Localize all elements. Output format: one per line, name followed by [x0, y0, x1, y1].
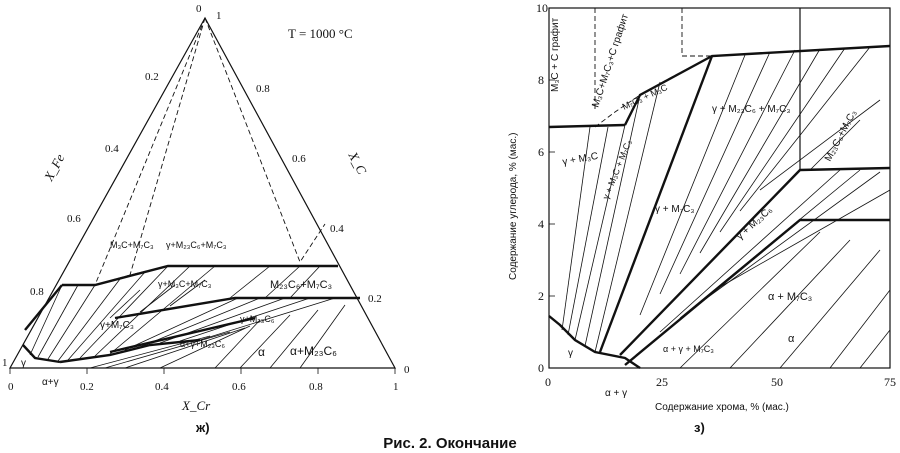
- bottom-axis-title: X_Cr: [181, 398, 211, 413]
- ternary-region-gamma-m3c-m7c3: γ+M₃C+M₇C₃: [158, 279, 212, 289]
- section-y-tick-2: 2: [538, 289, 544, 303]
- bottom-tick-0: 0.2: [80, 381, 94, 393]
- section-diagram: 10 8 6 4 2 0 0 25 50 75 Содержание хрома…: [508, 1, 896, 435]
- thick-boundary-bottom: [59, 338, 201, 364]
- dashed-boundary-left: [94, 17, 206, 286]
- ternary-panel-label: ж): [195, 420, 210, 435]
- section-region-gamma-m7c3: γ + M₇C₃: [655, 204, 694, 215]
- section-y-tick-8: 8: [538, 73, 544, 87]
- ternary-outline: [8, 16, 397, 369]
- section-boundary-mid: [598, 55, 714, 353]
- section-region-gamma: γ: [568, 348, 573, 359]
- section-region-m3c-graphite: M₃C + C графит: [549, 17, 561, 92]
- section-region-m23c6-m7c3: M₂₃C₆+M₇C₃: [823, 108, 859, 163]
- right-axis-title: X_C: [345, 148, 370, 177]
- ternary-region-gamma-m7c3: γ+M₇C₃: [100, 320, 134, 331]
- section-region-m3c-m7c3-graphite: M₃C+M₇C₃+C графит: [589, 12, 631, 109]
- left-axis-title: X_Fe: [40, 151, 67, 184]
- section-boundary-m7c3: [623, 44, 891, 126]
- section-region-alpha-gamma-m7c3: α + γ + M₇C₃: [663, 344, 714, 354]
- section-region-alpha-m7c3: α + M₇C₃: [768, 291, 812, 303]
- section-tie-lines: [561, 46, 891, 369]
- section-x-axis-title: Содержание хрома, % (мас.): [655, 402, 789, 413]
- right-tick-0: 0.8: [256, 83, 270, 95]
- section-region-gamma-m3c-m7c3: γ + M₃C + M₇C₃: [601, 138, 634, 201]
- apex-top-one: 1: [216, 10, 222, 22]
- left-tick-2: 0.6: [67, 213, 81, 225]
- ternary-region-alpha-m23c6: α+M₂₃C₆: [290, 344, 337, 358]
- section-region-gamma-m3c: γ + M₃C: [562, 151, 599, 168]
- section-boundary-right: [619, 166, 891, 356]
- right-tick-3: 0.2: [368, 293, 382, 305]
- right-tick-1: 0.6: [292, 153, 306, 165]
- section-panel-label: з): [694, 420, 705, 435]
- ternary-region-gamma: γ: [21, 358, 26, 369]
- ternary-diagram: 0 1 1 0 1 0 T = 1000 °C 0.2 0.4 0.6 0.8 …: [2, 3, 410, 435]
- section-y-tick-0: 0: [538, 361, 544, 375]
- apex-right-zero: 0: [404, 364, 410, 376]
- section-frame: [548, 7, 891, 369]
- section-boundary-gamma-m3c: [548, 123, 626, 129]
- section-y-tick-10: 10: [536, 1, 548, 15]
- left-tick-3: 0.8: [30, 286, 44, 298]
- left-tick-0: 0.2: [145, 71, 159, 83]
- apex-top-zero: 0: [196, 3, 202, 15]
- section-x-tick-75: 75: [884, 375, 896, 389]
- section-region-gamma-m23c6-m7c3: γ + M₂₃C₆ + M₇C₃: [712, 104, 790, 115]
- section-y-tick-6: 6: [538, 145, 544, 159]
- temperature-label: T = 1000 °C: [288, 26, 353, 41]
- thick-boundary-second: [24, 284, 63, 331]
- section-x-tick-0: 0: [545, 375, 551, 389]
- dashed-boundary-mid: [129, 17, 206, 276]
- thick-boundary-top: [62, 264, 338, 287]
- ternary-region-alpha: α: [258, 345, 265, 359]
- left-tick-1: 0.4: [105, 143, 119, 155]
- bottom-tick-3: 0.8: [309, 381, 323, 393]
- dashed-boundary-right: [204, 17, 326, 263]
- apex-bottom-left: 0: [8, 381, 14, 393]
- section-region-alpha-gamma: α + γ: [605, 388, 627, 399]
- section-region-alpha: α: [788, 333, 795, 345]
- right-tick-2: 0.4: [330, 223, 344, 235]
- section-x-tick-50: 50: [771, 375, 783, 389]
- ternary-region-gamma-m23c6-m7c3: γ+M₂₃C₆+M₇C₃: [166, 240, 227, 250]
- section-boundary-alpha: [624, 218, 890, 366]
- figure-caption: Рис. 2. Окончание: [383, 435, 517, 452]
- thick-boundary-third: [114, 296, 360, 320]
- thick-boundary-gamma: [22, 344, 61, 364]
- ternary-region-gamma-m23c6: γ+M₂₃C₆: [240, 314, 275, 324]
- bottom-tick-2: 0.6: [232, 381, 246, 393]
- section-x-tick-25: 25: [656, 375, 668, 389]
- ternary-region-m3c-m7c3: M₃C+M₇C₃: [110, 240, 154, 250]
- ternary-ticks: [9, 368, 396, 374]
- section-y-axis-title: Содержание углерода, % (мас.): [508, 133, 519, 280]
- ternary-region-m23c6-m7c3: M₂₃C₆+M₇C₃: [270, 279, 332, 291]
- section-y-ticks: [549, 7, 555, 369]
- ternary-region-alpha-gamma-m23c6: α+γ+M₂₃C₆: [180, 339, 225, 349]
- apex-bottom-right: 1: [393, 381, 399, 393]
- section-dashed-top2: [681, 8, 712, 57]
- section-y-tick-4: 4: [538, 217, 544, 231]
- apex-left: 1: [2, 357, 8, 369]
- ternary-tie-lines: [29, 265, 346, 369]
- ternary-region-alpha-gamma: α+γ: [42, 377, 59, 388]
- bottom-tick-1: 0.4: [155, 381, 169, 393]
- section-region-m7c3-m3c: M₇C₃ + M₃C: [621, 82, 670, 112]
